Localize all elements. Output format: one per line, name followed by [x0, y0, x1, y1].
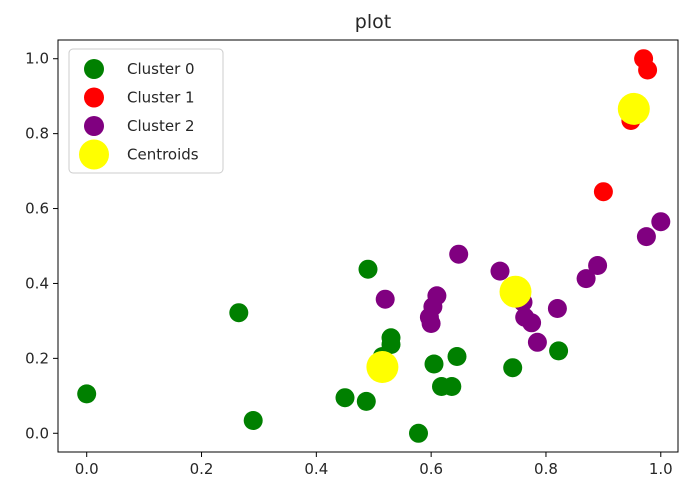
- point-series-1-3: [593, 182, 613, 202]
- point-series-0-3: [335, 388, 355, 408]
- point-series-2-10: [527, 332, 547, 352]
- point-series-0-14: [503, 358, 523, 378]
- series-2: [375, 212, 671, 352]
- series-1: [593, 49, 658, 202]
- series-0: [77, 259, 569, 443]
- point-series-0-9: [409, 423, 428, 443]
- y-tick-label: 0.2: [25, 349, 49, 367]
- point-series-0-2: [243, 411, 263, 430]
- point-series-0-13: [447, 347, 467, 366]
- y-tick-label: 0.6: [25, 200, 49, 218]
- x-tick-label: 0.0: [75, 460, 99, 478]
- point-series-1-1: [638, 60, 658, 80]
- plot-frame: [57, 39, 679, 453]
- point-series-0-12: [442, 377, 462, 396]
- y-tick-label: 0.4: [25, 274, 49, 292]
- chart-title: plot: [355, 11, 391, 33]
- point-series-0-15: [549, 341, 569, 361]
- legend: Cluster 0 Cluster 1 Cluster 2 Centroids: [68, 48, 224, 174]
- legend-marker-2: [84, 116, 104, 136]
- point-series-0-1: [229, 303, 249, 323]
- x-tick-label: 0.6: [419, 460, 443, 478]
- data-points: [77, 49, 671, 443]
- point-series-0-0: [77, 384, 97, 404]
- legend-marker-1: [84, 87, 104, 108]
- x-tick-label: 0.4: [304, 460, 328, 478]
- legend-label-1: Cluster 1: [127, 89, 195, 107]
- x-tick-label: 1.0: [649, 460, 673, 478]
- axis-ticks: 0.0 0.2 0.4 0.6 0.8 1.0 0.0 0.2 0.4 0.6 0.8 1.0: [25, 50, 673, 478]
- legend-marker-0: [84, 59, 104, 79]
- point-series-3-0: [366, 351, 399, 383]
- point-series-2-2: [421, 314, 441, 333]
- point-series-0-10: [424, 354, 444, 374]
- point-series-3-2: [617, 92, 650, 125]
- point-series-2-0: [375, 289, 395, 309]
- legend-box: [68, 48, 224, 174]
- point-series-2-4: [427, 286, 447, 306]
- point-series-2-13: [588, 256, 608, 275]
- legend-label-3: Centroids: [127, 146, 199, 164]
- point-series-0-4: [356, 391, 376, 411]
- point-series-2-14: [636, 227, 656, 247]
- point-series-2-5: [449, 244, 469, 264]
- series-3: [366, 92, 650, 383]
- point-series-2-11: [547, 299, 567, 318]
- legend-entries: Cluster 0 Cluster 1 Cluster 2 Centroids: [79, 59, 199, 170]
- x-tick-label: 0.8: [534, 460, 558, 478]
- y-tick-label: 0.8: [25, 125, 49, 143]
- point-series-0-5: [358, 259, 378, 279]
- legend-marker-3: [79, 139, 109, 170]
- legend-label-0: Cluster 0: [127, 60, 195, 78]
- point-series-3-1: [499, 275, 532, 308]
- x-tick-label: 0.2: [190, 460, 214, 478]
- y-tick-label: 1.0: [25, 50, 49, 68]
- legend-label-2: Cluster 2: [127, 117, 195, 135]
- point-series-2-12: [576, 269, 596, 289]
- point-series-2-9: [522, 313, 542, 333]
- point-series-2-15: [651, 212, 671, 232]
- point-series-2-6: [490, 261, 510, 281]
- y-tick-label: 0.0: [25, 424, 49, 442]
